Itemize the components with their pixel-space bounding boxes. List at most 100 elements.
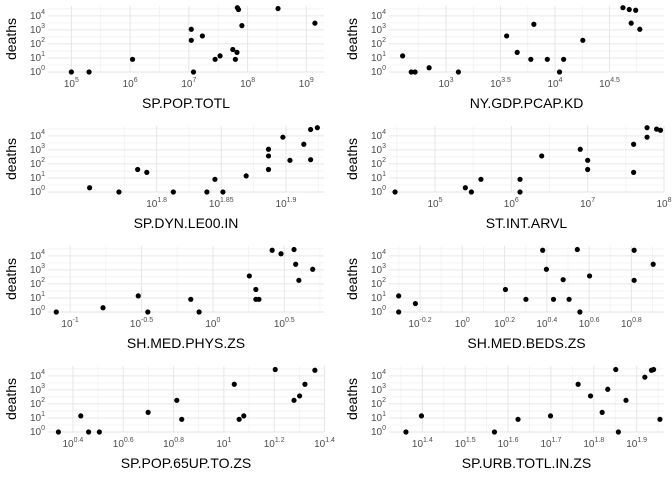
- data-point: [514, 49, 520, 55]
- data-point: [236, 416, 242, 422]
- y-tick-label: 102: [371, 37, 386, 50]
- data-point: [631, 141, 637, 147]
- data-point: [517, 189, 523, 195]
- data-point: [577, 146, 583, 152]
- panel-6: 10-0.2 100 100.2 100.4 100.6 100.810010110210…: [344, 246, 664, 351]
- y-tick-label: 100: [371, 425, 386, 438]
- data-point: [297, 393, 303, 399]
- y-tick-label: 103: [30, 143, 45, 156]
- data-point: [650, 261, 656, 267]
- data-point: [528, 56, 534, 62]
- data-point: [515, 416, 521, 422]
- x-axis-title: SH.MED.BEDS.ZS: [467, 335, 585, 351]
- x-tick-label: 108: [656, 197, 671, 210]
- x-tick-label: 104: [547, 77, 562, 90]
- y-tick-label: 100: [371, 185, 386, 198]
- data-point: [531, 21, 537, 27]
- data-point: [246, 273, 252, 279]
- x-tick-label: 100.6: [113, 437, 134, 450]
- data-point: [220, 189, 226, 195]
- x-tick-label: 101.9: [276, 197, 297, 210]
- data-point: [644, 134, 650, 140]
- data-point: [68, 69, 74, 75]
- x-tick-label: 101.5: [455, 437, 476, 450]
- data-point: [235, 6, 242, 13]
- y-tick-label: 104: [371, 129, 386, 142]
- y-tick-label: 102: [371, 397, 386, 410]
- data-point: [293, 261, 299, 267]
- x-tick-label: 10-0.5: [130, 317, 153, 330]
- x-axis-title: SH.MED.PHYS.ZS: [127, 335, 245, 351]
- y-tick-label: 101: [371, 411, 386, 424]
- data-point: [145, 309, 151, 315]
- y-axis-title: deaths: [3, 18, 19, 60]
- data-point: [272, 366, 278, 373]
- data-point: [287, 157, 293, 163]
- y-tick-label: 100: [371, 65, 386, 78]
- data-point: [179, 416, 185, 422]
- data-point: [613, 366, 619, 373]
- y-axis-title: deaths: [3, 378, 19, 420]
- data-point: [631, 277, 637, 283]
- data-point: [540, 247, 546, 253]
- y-axis-title: deaths: [344, 18, 360, 60]
- data-point: [100, 305, 106, 311]
- y-tick-label: 104: [30, 249, 45, 262]
- data-point: [556, 69, 563, 75]
- y-tick-label: 104: [371, 249, 386, 262]
- data-point: [170, 189, 176, 195]
- x-tick-label: 106: [504, 197, 519, 210]
- x-tick-label: 101: [216, 437, 231, 450]
- y-tick-label: 102: [30, 277, 45, 290]
- x-tick-label: 105: [64, 77, 79, 90]
- x-axis-title: ST.INT.ARVL: [486, 215, 568, 231]
- data-point: [265, 153, 272, 159]
- data-point: [232, 56, 238, 62]
- x-tick-label: 107: [181, 77, 196, 90]
- data-point: [468, 189, 474, 195]
- x-tick-label: 100.4: [536, 317, 557, 330]
- data-point: [550, 296, 557, 302]
- data-point: [455, 69, 462, 75]
- data-point: [504, 33, 510, 39]
- data-point: [586, 273, 593, 279]
- data-point: [278, 251, 284, 257]
- data-point: [144, 169, 150, 175]
- y-axis-title: deaths: [3, 138, 19, 180]
- x-axis-title: SP.POP.TOTL: [142, 95, 230, 111]
- x-tick-label: 101.6: [498, 437, 519, 450]
- x-tick-label: 105: [427, 197, 442, 210]
- data-point: [301, 141, 307, 147]
- data-point: [561, 56, 567, 62]
- data-point: [544, 56, 550, 62]
- y-tick-label: 102: [371, 157, 386, 170]
- data-point: [296, 277, 302, 283]
- y-tick-label: 104: [30, 129, 45, 142]
- data-point: [188, 37, 194, 43]
- data-point: [644, 125, 650, 131]
- data-point: [539, 153, 545, 159]
- y-tick-label: 102: [30, 37, 45, 50]
- data-point: [599, 409, 605, 415]
- y-tick-label: 101: [30, 411, 45, 424]
- y-tick-label: 100: [371, 305, 386, 318]
- x-tick-label: 106: [123, 77, 138, 90]
- y-tick-label: 100: [30, 65, 45, 78]
- data-point: [615, 429, 621, 435]
- x-tick-label: 10-1: [61, 317, 78, 330]
- data-point: [231, 381, 237, 387]
- data-point: [637, 26, 643, 32]
- data-point: [188, 296, 194, 302]
- y-tick-label: 100: [30, 425, 45, 438]
- data-point: [291, 246, 297, 253]
- x-tick-label: 101.85: [209, 197, 234, 210]
- data-point: [620, 5, 626, 11]
- data-point: [654, 126, 660, 132]
- data-point: [145, 409, 151, 415]
- x-tick-label: 100.6: [579, 317, 600, 330]
- x-tick-label: 101.7: [541, 437, 562, 450]
- data-point: [426, 65, 432, 71]
- data-point: [392, 189, 398, 195]
- data-point: [87, 185, 93, 191]
